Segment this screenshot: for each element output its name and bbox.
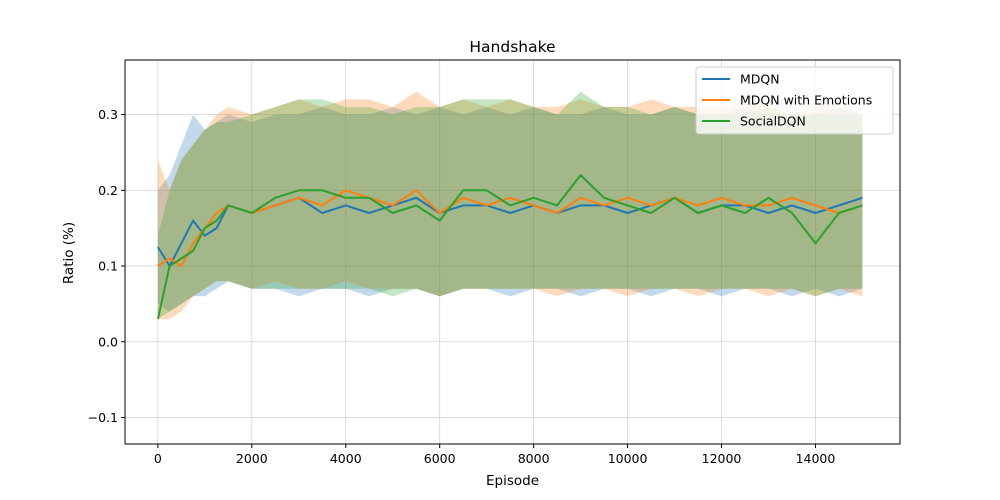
y-tick-label: 0.2: [98, 183, 118, 198]
y-tick-label: 0.3: [98, 107, 118, 122]
y-tick-label: 0.1: [98, 259, 118, 274]
x-tick-label: 2000: [236, 451, 268, 466]
x-tick-label: 4000: [330, 451, 362, 466]
x-tick-label: 6000: [424, 451, 456, 466]
y-axis: −0.1 0.0 0.1 0.2 0.3: [88, 107, 125, 425]
x-axis: 0 2000 4000 6000 8000 10000 12000 14000: [154, 444, 835, 466]
series-line-2: [156, 174, 863, 320]
x-tick-label: 0: [154, 451, 162, 466]
series-line-1: [157, 189, 863, 267]
legend-label-0: MDQN: [740, 72, 780, 87]
chart-title: Handshake: [469, 38, 555, 56]
series-lines: [156, 174, 863, 320]
series-band-0: [157, 107, 863, 312]
x-tick-label: 8000: [518, 451, 550, 466]
legend-label-2: SocialDQN: [740, 114, 806, 129]
y-tick-label: 0.0: [98, 334, 118, 349]
legend: MDQN MDQN with Emotions SocialDQN: [695, 66, 894, 135]
y-axis-title: Ratio (%): [61, 222, 77, 284]
y-tick-label: −0.1: [88, 410, 118, 425]
legend-box: [695, 66, 894, 135]
x-axis-title: Episode: [486, 473, 539, 489]
plot-frame: [124, 59, 901, 445]
x-tick-label: 14000: [796, 451, 836, 466]
x-tick-label: 12000: [702, 451, 742, 466]
x-tick-label: 10000: [608, 451, 648, 466]
series-line-0: [157, 196, 863, 267]
legend-label-1: MDQN with Emotions: [740, 93, 872, 108]
